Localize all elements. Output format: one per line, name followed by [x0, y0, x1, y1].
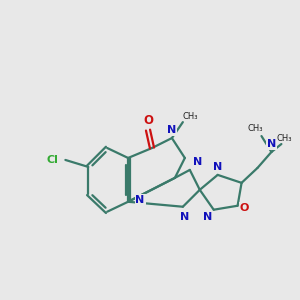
Text: N: N: [180, 212, 190, 222]
Text: N: N: [267, 139, 276, 149]
Text: N: N: [203, 212, 212, 222]
Text: CH₃: CH₃: [277, 134, 292, 142]
Text: N: N: [193, 157, 203, 167]
Text: N: N: [135, 195, 145, 205]
Text: N: N: [167, 125, 176, 135]
Text: O: O: [143, 114, 153, 127]
Text: CH₃: CH₃: [182, 112, 198, 121]
Text: N: N: [213, 162, 222, 172]
Text: O: O: [240, 203, 249, 213]
Text: CH₃: CH₃: [248, 124, 263, 133]
Text: Cl: Cl: [46, 155, 58, 165]
